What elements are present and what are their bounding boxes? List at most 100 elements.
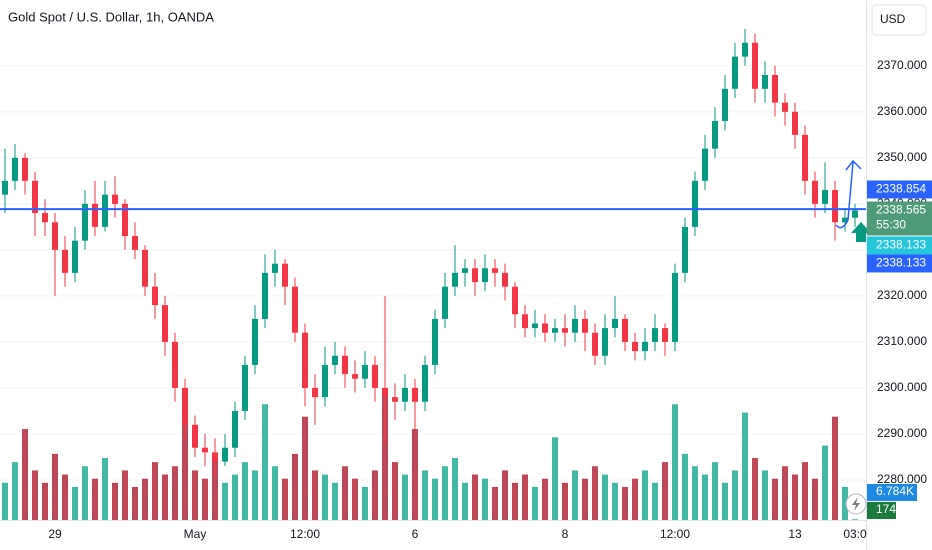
- candle-body: [372, 364, 378, 388]
- currency-button[interactable]: [871, 4, 927, 36]
- volume-bar: [142, 478, 148, 520]
- volume-bar: [252, 470, 258, 520]
- candle-body: [122, 203, 128, 237]
- volume-bar: [682, 453, 688, 520]
- volume-bar: [822, 445, 828, 520]
- volume-bar: [692, 466, 698, 520]
- volume-bar: [482, 478, 488, 520]
- volume-bar: [92, 478, 98, 520]
- candle-body: [332, 355, 338, 365]
- volume-bar: [602, 474, 608, 520]
- volume-bar: [542, 478, 548, 520]
- candle-body: [202, 447, 208, 453]
- price-tag: [867, 236, 932, 255]
- candle-body: [432, 318, 438, 365]
- candle-body: [312, 387, 318, 398]
- candle-body: [12, 157, 18, 181]
- volume-bar: [852, 519, 858, 520]
- price-tag: [867, 180, 932, 199]
- x-tick-label: 12:00: [290, 527, 320, 541]
- candle-body: [572, 318, 578, 333]
- volume-bar: [642, 470, 648, 520]
- candle-body: [542, 323, 548, 333]
- candle-body: [812, 180, 818, 204]
- candle-body: [322, 364, 328, 398]
- candle-body: [422, 364, 428, 402]
- x-tick-label: 29: [48, 527, 62, 541]
- volume-bar: [782, 466, 788, 520]
- candle-body: [612, 318, 618, 329]
- volume-bar: [562, 482, 568, 520]
- candle-body: [252, 318, 258, 365]
- candle-body: [172, 341, 178, 388]
- volume-bar: [762, 470, 768, 520]
- volume-bar: [182, 412, 188, 520]
- candle-body: [622, 318, 628, 342]
- candle-body: [52, 222, 58, 250]
- y-tick-label: 2290.000: [877, 426, 927, 440]
- volume-bar: [512, 482, 518, 520]
- volume-tag-label: 174: [876, 502, 896, 516]
- volume-bar: [22, 429, 28, 520]
- volume-bar: [192, 470, 198, 520]
- candle-body: [22, 157, 28, 181]
- volume-bar: [502, 470, 508, 520]
- price-tag: [867, 254, 932, 273]
- volume-bar: [452, 458, 458, 520]
- volume-bar: [122, 470, 128, 520]
- volume-bar: [492, 486, 498, 520]
- candle-body: [512, 286, 518, 315]
- plot-area: [0, 28, 866, 520]
- candle-body: [602, 328, 608, 356]
- volume-bar: [72, 486, 78, 520]
- volume-bar: [262, 404, 268, 520]
- candle-body: [182, 387, 188, 425]
- currency-label: USD: [880, 12, 906, 26]
- x-tick-label: 13: [788, 527, 802, 541]
- volume-bar: [62, 474, 68, 520]
- candle-body: [152, 286, 158, 306]
- candle-body: [402, 387, 408, 402]
- candle-body: [582, 318, 588, 333]
- volume-bar: [442, 466, 448, 520]
- candle-body: [82, 203, 88, 241]
- volume-bar: [812, 478, 818, 520]
- y-tick-label: 2280.000: [877, 472, 927, 486]
- candle-body: [642, 341, 648, 352]
- candle-body: [752, 42, 758, 89]
- volume-bar: [622, 486, 628, 520]
- volume-bar: [772, 478, 778, 520]
- volume-bar: [322, 474, 328, 520]
- y-tick-label: 2320.000: [877, 288, 927, 302]
- candle-body: [702, 148, 708, 181]
- candle-body: [762, 75, 768, 89]
- candle-body: [62, 249, 68, 273]
- candle-body: [112, 194, 118, 204]
- candle-body: [482, 268, 488, 283]
- candle-body: [842, 217, 848, 223]
- y-tick-label: 2370.000: [877, 58, 927, 72]
- candle-body: [822, 190, 828, 204]
- candle-body: [562, 328, 568, 333]
- volume-bar: [32, 470, 38, 520]
- candle-body: [722, 88, 728, 122]
- price-tag-label: 2338.133: [876, 238, 926, 252]
- volume-bar: [552, 437, 558, 520]
- candle-body: [672, 272, 678, 342]
- candle-body: [522, 314, 528, 329]
- candle-body: [292, 286, 298, 333]
- candle-body: [72, 240, 78, 273]
- volume-bar: [202, 478, 208, 520]
- candle-body: [32, 180, 38, 214]
- candle-body: [852, 210, 858, 218]
- volume-bar: [352, 478, 358, 520]
- volume-tag-label: 6.784K: [876, 484, 914, 498]
- candle-body: [342, 355, 348, 375]
- candle-body: [462, 268, 468, 273]
- volume-bar: [752, 458, 758, 520]
- volume-bar: [582, 478, 588, 520]
- x-tick-label: 12:00: [660, 527, 690, 541]
- candle-body: [132, 236, 138, 250]
- candle-body: [682, 226, 688, 273]
- volume-bar: [832, 416, 838, 520]
